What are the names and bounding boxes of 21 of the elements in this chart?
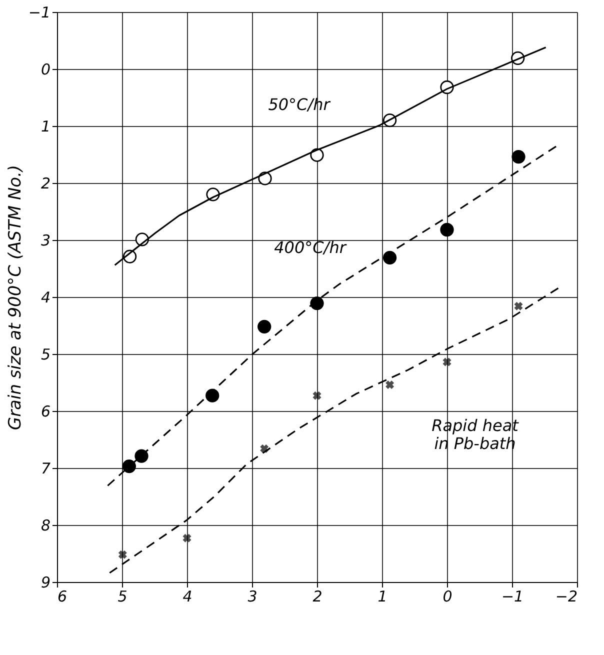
x-tick-label: 1 [378,588,388,606]
y-tick-label: 1 [40,118,50,136]
x-tick-label: 5 [118,588,128,606]
x-tick-label: 3 [248,588,258,606]
y-tick-label: 3 [40,232,50,250]
y-tick-label: 8 [40,516,50,534]
y-tick-label: 0 [40,60,50,78]
y-axis-title: Grain size at 900°C (ASTM No.) [5,164,26,430]
y-tick-label: 9 [40,574,50,592]
y-tick-label: 2 [40,174,50,192]
y-tick-label: 4 [40,288,50,306]
x-tick-label: 0 [442,588,452,606]
x-tick-label: 2 [312,588,322,606]
y-tick-label: 6 [40,402,50,420]
x-tick-label: 6 [58,588,68,606]
x-tick-label: −2 [555,588,578,606]
x-tick-label: −1 [501,588,524,606]
y-tick-label: 5 [40,346,50,364]
x-tick-label: 4 [182,588,192,606]
y-tick-label: 7 [40,460,51,478]
y-tick-label: −1 [28,4,50,22]
